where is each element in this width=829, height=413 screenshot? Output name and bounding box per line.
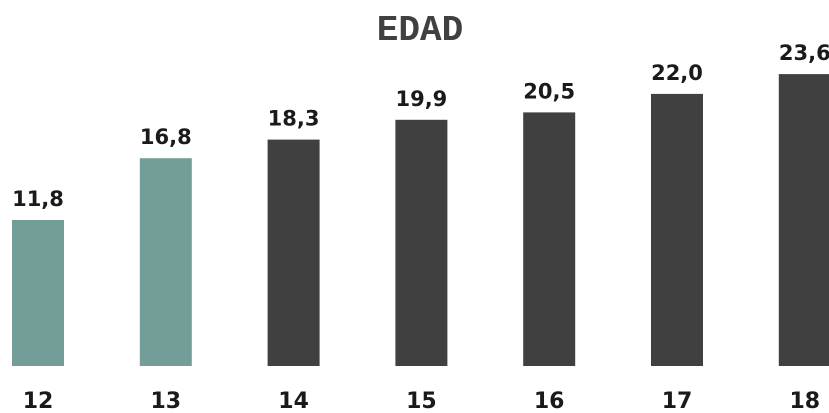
category-label-18: 18 xyxy=(789,389,820,413)
bar-18 xyxy=(778,74,829,366)
bars-layer xyxy=(12,74,829,367)
category-labels-layer: 12 13 14 15 16 17 18 xyxy=(23,389,820,413)
category-label-14: 14 xyxy=(278,389,309,413)
bar-16 xyxy=(523,112,576,367)
category-label-13: 13 xyxy=(150,389,181,413)
category-label-16: 16 xyxy=(534,389,565,413)
chart-title: EDAD xyxy=(377,10,463,51)
category-label-17: 17 xyxy=(662,389,693,413)
bar-17 xyxy=(651,93,703,367)
value-labels-layer: 11,8 16,8 18,3 19,9 20,5 22,0 23,6 xyxy=(12,41,829,211)
value-label-18: 23,6 xyxy=(779,41,829,65)
bar-13 xyxy=(139,158,192,366)
bar-15 xyxy=(395,119,448,366)
value-label-17: 22,0 xyxy=(651,61,703,85)
value-label-14: 18,3 xyxy=(268,107,320,131)
value-label-12: 11,8 xyxy=(12,187,64,211)
value-label-13: 16,8 xyxy=(140,125,192,149)
value-label-15: 19,9 xyxy=(395,87,447,111)
bar-12 xyxy=(12,220,64,366)
category-label-15: 15 xyxy=(406,389,437,413)
value-label-16: 20,5 xyxy=(523,79,575,103)
category-label-12: 12 xyxy=(23,389,54,413)
bar-14 xyxy=(267,139,320,366)
